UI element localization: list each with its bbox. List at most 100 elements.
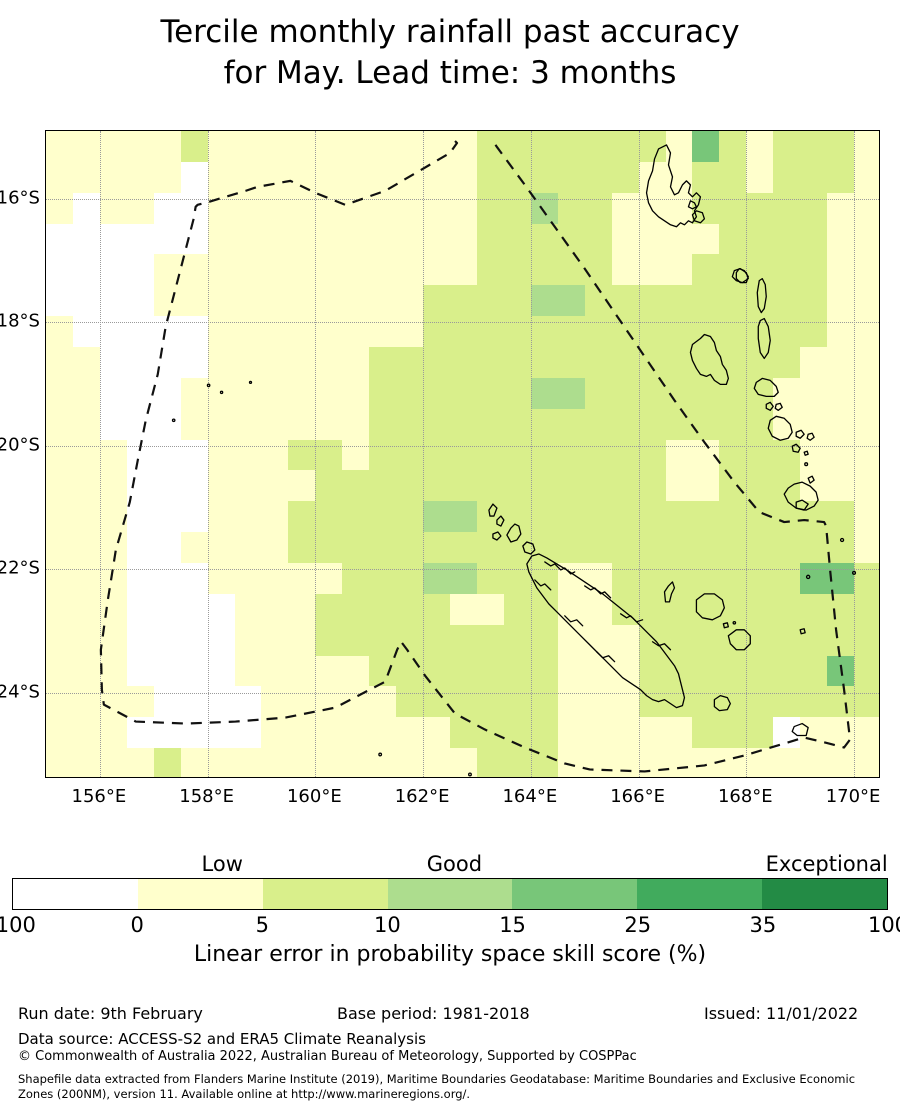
heatmap-cell	[126, 131, 155, 163]
heatmap-cell	[423, 316, 451, 348]
heatmap-cell	[854, 223, 879, 256]
heatmap-cell	[396, 408, 424, 441]
heatmap-cell	[773, 377, 801, 410]
heatmap-cell	[584, 501, 613, 533]
heatmap-cell	[153, 223, 182, 256]
heatmap-cell	[72, 377, 101, 410]
heatmap-cell	[611, 563, 640, 595]
heatmap-cell	[126, 161, 155, 194]
heatmap-cell	[665, 748, 694, 777]
heatmap-cell	[719, 439, 747, 472]
heatmap-cell	[288, 223, 316, 256]
heatmap-cell	[234, 748, 263, 777]
heatmap-cell	[234, 501, 263, 533]
heatmap-cell	[153, 161, 182, 194]
heatmap-cell	[584, 655, 613, 688]
heatmap-cell	[396, 593, 424, 626]
heatmap-cell	[423, 161, 451, 194]
heatmap-cell	[638, 655, 667, 688]
colorbar-category-label: Low	[201, 852, 243, 876]
heatmap-cell	[342, 131, 370, 163]
heatmap-cell	[557, 377, 586, 410]
heatmap-cell	[530, 377, 559, 410]
heatmap-cell	[423, 686, 451, 718]
heatmap-cell	[288, 347, 316, 379]
heatmap-cell	[719, 254, 747, 286]
heatmap-cell	[180, 532, 209, 564]
heatmap-cell	[746, 748, 774, 777]
heatmap-cell	[530, 748, 559, 777]
heatmap-cell	[854, 563, 879, 595]
heatmap-cell	[476, 655, 505, 688]
heatmap-cell	[126, 439, 155, 472]
heatmap-cell	[719, 686, 747, 718]
heatmap-cell	[476, 408, 505, 441]
heatmap-cell	[692, 377, 720, 410]
heatmap-cell	[315, 717, 343, 749]
heatmap-cell	[503, 717, 532, 749]
heatmap-cell	[692, 624, 720, 657]
heatmap-cell	[342, 624, 370, 657]
heatmap-cell	[46, 192, 74, 225]
heatmap-cell	[503, 501, 532, 533]
heatmap-cell	[800, 377, 828, 410]
heatmap-cell	[503, 347, 532, 379]
heatmap-cell	[719, 131, 747, 163]
heatmap-cell	[99, 192, 128, 225]
heatmap-cell	[854, 686, 879, 718]
heatmap-cell	[207, 655, 236, 688]
heatmap-cell	[423, 532, 451, 564]
heatmap-cell	[153, 347, 182, 379]
heatmap-cell	[854, 192, 879, 225]
heatmap-cell	[692, 192, 720, 225]
heatmap-cell	[180, 655, 209, 688]
heatmap-cell	[800, 470, 828, 502]
heatmap-cell-layer	[46, 131, 879, 777]
heatmap-cell	[476, 501, 505, 533]
heatmap-cell	[854, 161, 879, 194]
heatmap-cell	[557, 532, 586, 564]
heatmap-cell	[153, 254, 182, 286]
heatmap-cell	[773, 285, 801, 317]
y-tick-label: 22°S	[0, 557, 40, 579]
heatmap-cell	[800, 285, 828, 317]
heatmap-cell	[423, 192, 451, 225]
colorbar-segment	[13, 879, 138, 909]
heatmap-cell	[153, 624, 182, 657]
heatmap-cell	[99, 161, 128, 194]
x-tick-label: 170°E	[825, 786, 881, 807]
heatmap-cell	[638, 347, 667, 379]
heatmap-cell	[584, 223, 613, 256]
heatmap-cell	[315, 131, 343, 163]
heatmap-cell	[638, 223, 667, 256]
heatmap-cell	[288, 285, 316, 317]
heatmap-cell	[665, 532, 694, 564]
heatmap-cell	[72, 285, 101, 317]
heatmap-cell	[342, 439, 370, 472]
heatmap-cell	[854, 748, 879, 777]
heatmap-cell	[288, 408, 316, 441]
heatmap-cell	[746, 223, 774, 256]
heatmap-cell	[72, 563, 101, 595]
colorbar-segment	[137, 879, 263, 909]
heatmap-cell	[46, 717, 74, 749]
heatmap-cell	[207, 316, 236, 348]
heatmap-cell	[315, 748, 343, 777]
heatmap-cell	[126, 285, 155, 317]
heatmap-cell	[638, 316, 667, 348]
heatmap-cell	[773, 686, 801, 718]
heatmap-cell	[207, 254, 236, 286]
heatmap-cell	[557, 593, 586, 626]
colorbar-segment	[387, 879, 513, 909]
heatmap-cell	[854, 131, 879, 163]
heatmap-cell	[126, 347, 155, 379]
heatmap-cell	[261, 686, 289, 718]
heatmap-cell	[827, 563, 855, 595]
heatmap-cell	[692, 501, 720, 533]
heatmap-cell	[611, 285, 640, 317]
heatmap-cell	[234, 161, 263, 194]
heatmap-cell	[234, 316, 263, 348]
heatmap-cell	[126, 223, 155, 256]
heatmap-cell	[746, 377, 774, 410]
